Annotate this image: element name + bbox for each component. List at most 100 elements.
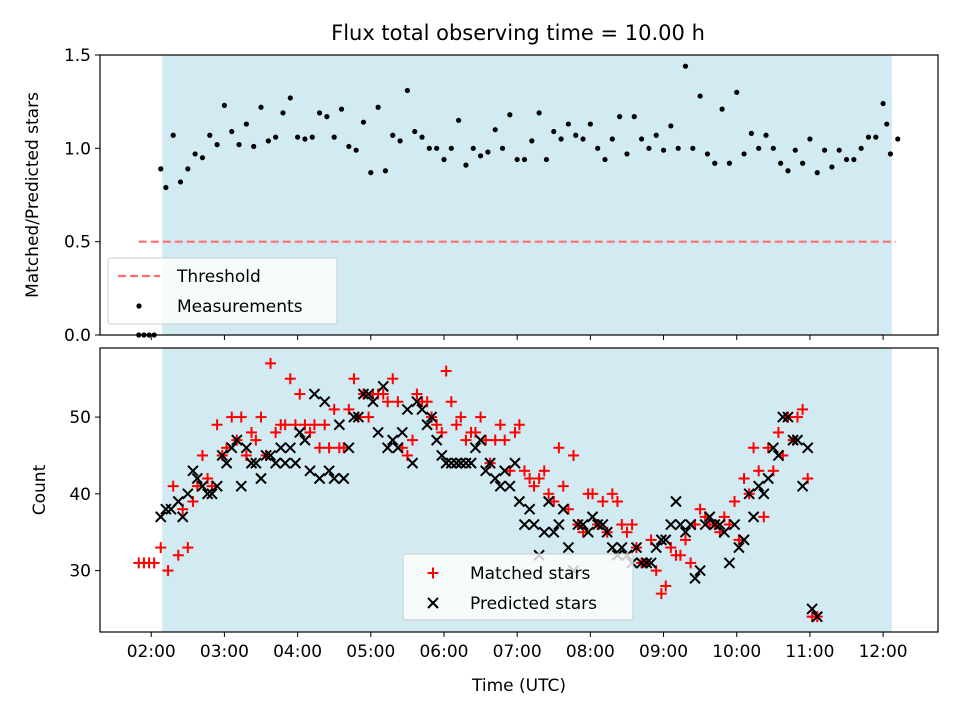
predicted-point-b xyxy=(738,534,750,546)
measurement-point xyxy=(507,112,513,118)
matched-point xyxy=(455,411,467,423)
measurement-point xyxy=(170,132,176,138)
predicted-point-b xyxy=(250,457,262,469)
measurement-point xyxy=(309,134,315,140)
predicted-point xyxy=(665,518,677,531)
predicted-point xyxy=(343,442,355,454)
measurement-point xyxy=(158,166,164,172)
x-tick-label: 03:00 xyxy=(200,642,249,662)
predicted-point-b xyxy=(660,534,672,546)
predicted-point xyxy=(699,518,711,531)
measurement-point xyxy=(338,106,345,112)
predicted-point-b xyxy=(767,442,780,454)
top-y-tick-label: 1.0 xyxy=(64,139,91,159)
measurement-point xyxy=(295,134,301,140)
predicted-point-b xyxy=(264,449,277,462)
predicted-point-b xyxy=(714,518,726,531)
measurement-point xyxy=(390,132,396,138)
predicted-point xyxy=(206,488,218,500)
predicted-point xyxy=(308,388,321,400)
predicted-point-b xyxy=(235,480,247,492)
predicted-point xyxy=(455,457,467,469)
predicted-point xyxy=(465,457,477,469)
matched-point xyxy=(524,472,536,484)
predicted-point xyxy=(411,396,423,408)
predicted-point-b xyxy=(528,518,540,531)
predicted-point-b xyxy=(635,557,648,569)
measurement-point xyxy=(419,134,425,140)
predicted-point xyxy=(392,442,404,454)
legend-matched-swatch xyxy=(427,567,439,579)
predicted-point xyxy=(548,526,560,538)
predicted-point xyxy=(645,557,657,569)
top-axes-frame xyxy=(99,54,939,336)
matched-point xyxy=(411,388,423,400)
predicted-point-b xyxy=(367,396,379,408)
predicted-point-b xyxy=(176,511,189,523)
predicted-point-b xyxy=(455,457,467,469)
predicted-point-b xyxy=(328,472,340,485)
predicted-point-b xyxy=(689,572,701,584)
matched-point xyxy=(323,442,335,454)
top-legend-box xyxy=(107,257,338,325)
predicted-point xyxy=(220,457,233,469)
top-legend: Threshold Measurements xyxy=(107,257,338,325)
predicted-point xyxy=(513,495,526,508)
legend-measurements-swatch xyxy=(136,303,142,309)
predicted-point-b xyxy=(538,526,550,538)
predicted-point xyxy=(796,480,809,492)
predicted-point xyxy=(777,411,789,423)
legend-predicted-marker xyxy=(427,597,439,609)
measurement-point xyxy=(199,155,206,161)
matched-point xyxy=(319,419,331,431)
predicted-point xyxy=(718,526,730,538)
predicted-point-b xyxy=(684,518,697,531)
predicted-point xyxy=(670,495,682,508)
predicted-point xyxy=(328,472,340,485)
measurement-point xyxy=(785,168,791,174)
predicted-point-b xyxy=(155,511,167,523)
predicted-point xyxy=(421,419,433,431)
predicted-point xyxy=(264,449,277,462)
predicted-point-b xyxy=(416,403,428,416)
matched-point xyxy=(308,419,320,431)
predicted-point-b xyxy=(806,603,818,615)
top-panel: 0.0 0.5 1.0 1.5 Matched/Predicted stars Thr… xyxy=(23,46,939,346)
predicted-point xyxy=(338,472,350,485)
predicted-point xyxy=(586,511,599,523)
predicted-point-b xyxy=(308,388,321,400)
predicted-point-b xyxy=(425,411,438,423)
predicted-point xyxy=(572,518,584,531)
matched-point xyxy=(772,426,784,438)
predicted-point xyxy=(216,449,228,462)
predicted-point xyxy=(660,534,672,546)
predicted-point xyxy=(289,457,302,469)
measurement-point xyxy=(668,123,674,129)
measurement-point xyxy=(748,130,754,136)
matched-point xyxy=(694,503,706,515)
top-y-tick-label: 1.5 xyxy=(64,46,91,66)
predicted-point xyxy=(160,503,172,515)
measurement-point xyxy=(426,145,432,151)
x-tick-label: 07:00 xyxy=(493,642,542,662)
x-tick-label: 08:00 xyxy=(566,642,615,662)
matched-point xyxy=(674,549,686,561)
predicted-point-b xyxy=(406,457,419,469)
matched-point xyxy=(748,442,760,454)
predicted-point-b xyxy=(333,419,346,431)
predicted-point-b xyxy=(187,465,199,477)
matched-point xyxy=(543,488,555,500)
measurement-point xyxy=(280,110,286,116)
measurement-point xyxy=(251,143,257,150)
predicted-point xyxy=(450,457,463,469)
predicted-point xyxy=(489,472,501,485)
predicted-point xyxy=(714,518,726,531)
predicted-point xyxy=(806,603,818,615)
predicted-point-b xyxy=(430,434,443,446)
measurement-point xyxy=(895,136,901,142)
measurement-point xyxy=(800,160,806,166)
measurement-point xyxy=(587,121,593,127)
predicted-point-b xyxy=(377,380,389,393)
predicted-point-b xyxy=(772,449,785,462)
